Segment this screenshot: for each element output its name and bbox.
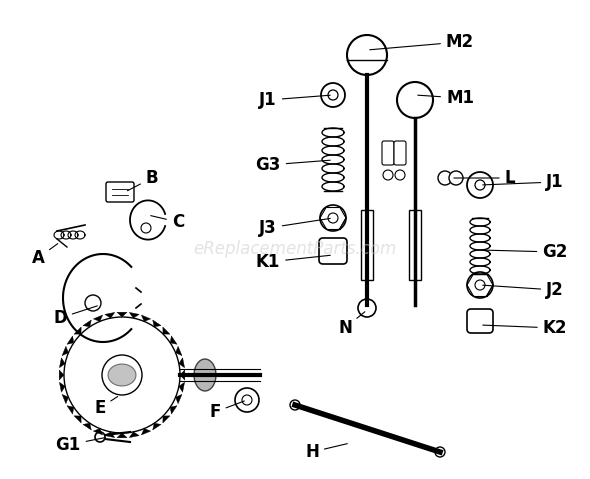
Polygon shape bbox=[67, 336, 74, 344]
Polygon shape bbox=[105, 312, 114, 318]
FancyBboxPatch shape bbox=[394, 141, 406, 165]
FancyBboxPatch shape bbox=[319, 238, 347, 264]
Text: J1: J1 bbox=[259, 91, 330, 109]
Circle shape bbox=[397, 82, 433, 118]
Bar bbox=[361, 210, 373, 280]
Polygon shape bbox=[93, 429, 103, 435]
Polygon shape bbox=[83, 320, 91, 327]
Polygon shape bbox=[142, 315, 150, 321]
Polygon shape bbox=[62, 394, 68, 404]
FancyBboxPatch shape bbox=[467, 309, 493, 333]
Polygon shape bbox=[179, 358, 185, 368]
Text: D: D bbox=[53, 306, 97, 327]
Circle shape bbox=[467, 272, 493, 298]
Polygon shape bbox=[59, 370, 64, 380]
Text: J2: J2 bbox=[483, 281, 564, 299]
Circle shape bbox=[242, 395, 252, 405]
Text: K1: K1 bbox=[256, 253, 330, 271]
Text: H: H bbox=[305, 443, 348, 461]
Polygon shape bbox=[67, 406, 74, 414]
Polygon shape bbox=[74, 416, 81, 423]
Text: N: N bbox=[338, 312, 365, 337]
Circle shape bbox=[235, 388, 259, 412]
Circle shape bbox=[328, 213, 338, 223]
Polygon shape bbox=[117, 433, 127, 438]
Circle shape bbox=[467, 172, 493, 198]
Circle shape bbox=[328, 90, 338, 100]
Ellipse shape bbox=[108, 364, 136, 386]
Circle shape bbox=[358, 299, 376, 317]
Polygon shape bbox=[171, 336, 177, 344]
Text: E: E bbox=[94, 397, 117, 417]
Text: F: F bbox=[209, 401, 244, 421]
Text: J3: J3 bbox=[259, 218, 330, 237]
Text: G1: G1 bbox=[55, 436, 105, 454]
Circle shape bbox=[475, 180, 485, 190]
Polygon shape bbox=[180, 370, 185, 380]
Text: G2: G2 bbox=[483, 243, 568, 261]
Circle shape bbox=[320, 205, 346, 231]
Circle shape bbox=[449, 171, 463, 185]
Text: A: A bbox=[31, 244, 58, 267]
Polygon shape bbox=[179, 382, 185, 392]
Polygon shape bbox=[171, 406, 177, 414]
Polygon shape bbox=[176, 394, 182, 404]
Polygon shape bbox=[163, 327, 170, 334]
Text: C: C bbox=[150, 213, 184, 231]
Circle shape bbox=[475, 280, 485, 290]
Circle shape bbox=[321, 83, 345, 107]
Polygon shape bbox=[93, 315, 103, 321]
Polygon shape bbox=[74, 327, 81, 334]
Polygon shape bbox=[60, 382, 65, 392]
Text: G3: G3 bbox=[255, 156, 330, 174]
Polygon shape bbox=[153, 423, 161, 430]
Polygon shape bbox=[62, 346, 68, 355]
Circle shape bbox=[347, 35, 387, 75]
Text: M1: M1 bbox=[418, 89, 474, 107]
Text: M2: M2 bbox=[370, 33, 474, 51]
Circle shape bbox=[290, 400, 300, 410]
FancyBboxPatch shape bbox=[106, 182, 134, 202]
Polygon shape bbox=[142, 429, 150, 435]
Ellipse shape bbox=[194, 359, 216, 391]
Text: K2: K2 bbox=[483, 319, 567, 337]
Text: B: B bbox=[127, 169, 158, 191]
FancyBboxPatch shape bbox=[382, 141, 394, 165]
Text: J1: J1 bbox=[483, 173, 564, 191]
Circle shape bbox=[435, 447, 445, 457]
Polygon shape bbox=[129, 432, 139, 438]
Text: eReplacementParts.com: eReplacementParts.com bbox=[194, 240, 396, 258]
Text: L: L bbox=[454, 169, 515, 187]
Bar bbox=[409, 210, 421, 280]
Polygon shape bbox=[117, 312, 127, 317]
Circle shape bbox=[438, 171, 452, 185]
Polygon shape bbox=[153, 320, 161, 327]
Polygon shape bbox=[176, 346, 182, 355]
Polygon shape bbox=[129, 312, 139, 318]
Polygon shape bbox=[60, 358, 65, 368]
Polygon shape bbox=[83, 423, 91, 430]
Polygon shape bbox=[105, 432, 114, 438]
Polygon shape bbox=[163, 416, 170, 423]
